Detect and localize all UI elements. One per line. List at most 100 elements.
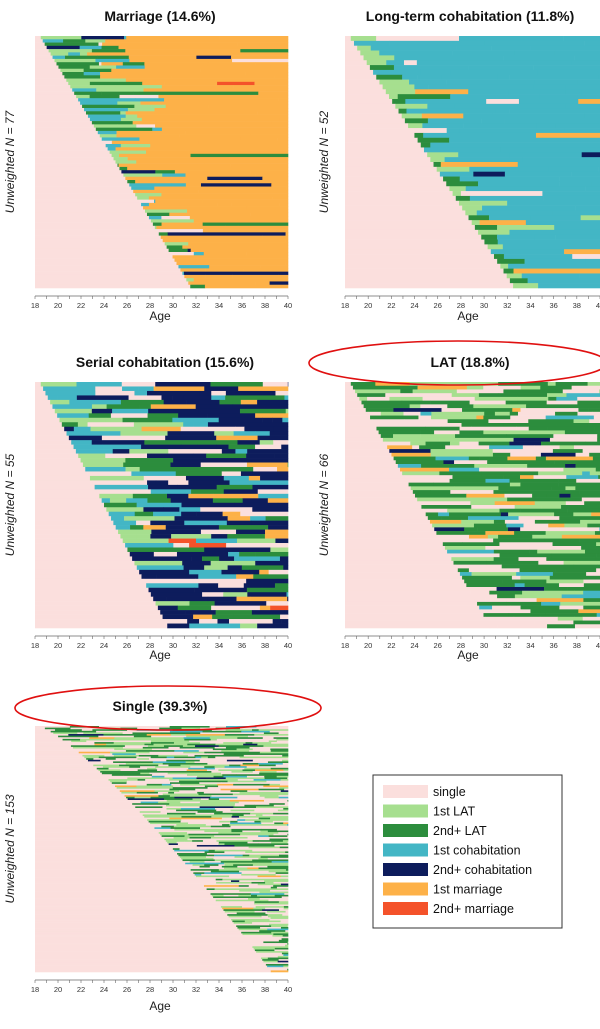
seq-segment-single bbox=[276, 798, 289, 801]
seq-segment-lat2 bbox=[397, 94, 451, 100]
seq-segment-lat2 bbox=[481, 234, 498, 240]
seq-segment-cohab1 bbox=[489, 215, 532, 221]
seq-segment-lat2 bbox=[481, 471, 530, 476]
seq-segment-mar1 bbox=[238, 386, 289, 392]
seq-segment-single bbox=[35, 417, 60, 423]
seq-segment-single bbox=[35, 898, 215, 900]
seq-segment-cohab2 bbox=[166, 596, 209, 602]
seq-segment-lat2 bbox=[122, 417, 173, 423]
seq-segment-cohab2 bbox=[204, 547, 225, 553]
x-tick-label: 20 bbox=[54, 985, 62, 994]
seq-segment-single bbox=[35, 931, 242, 934]
seq-segment-mar1 bbox=[429, 519, 462, 524]
seq-segment-mar1 bbox=[111, 68, 201, 73]
seq-segment-lat2 bbox=[268, 835, 288, 838]
seq-segment-lat1 bbox=[82, 462, 124, 468]
seq-segment-lat1 bbox=[106, 507, 144, 513]
seq-segment-single bbox=[35, 817, 146, 820]
seq-segment-single bbox=[35, 72, 63, 76]
seq-segment-single bbox=[35, 782, 113, 785]
seq-segment-single bbox=[137, 727, 160, 730]
seq-segment-lat1 bbox=[211, 816, 232, 818]
seq-segment-lat1 bbox=[147, 819, 182, 822]
seq-segment-single bbox=[35, 386, 44, 392]
seq-segment-single bbox=[566, 527, 600, 532]
seq-segment-lat2 bbox=[259, 772, 289, 775]
seq-segment-cohab1 bbox=[584, 113, 600, 119]
x-tick-label: 28 bbox=[146, 985, 154, 994]
seq-segment-single bbox=[106, 777, 128, 780]
x-tick-label: 40 bbox=[596, 641, 600, 650]
seq-segment-single bbox=[35, 933, 243, 936]
seq-segment-mar1 bbox=[237, 219, 289, 223]
seq-segment-single bbox=[35, 440, 72, 445]
seq-segment-lat1 bbox=[220, 906, 243, 908]
seq-segment-lat2 bbox=[212, 748, 237, 751]
seq-segment-cohab1 bbox=[69, 399, 122, 405]
seq-segment-single bbox=[183, 861, 191, 863]
seq-segment-cohab2 bbox=[76, 395, 129, 401]
seq-segment-cohab2 bbox=[203, 458, 246, 463]
seq-segment-cohab2 bbox=[262, 909, 280, 912]
seq-segment-cohab2 bbox=[139, 569, 190, 575]
seq-segment-single bbox=[575, 452, 590, 457]
seq-segment-lat2 bbox=[501, 564, 525, 569]
seq-segment-lat1 bbox=[580, 519, 600, 524]
seq-segment-lat2 bbox=[258, 843, 289, 846]
seq-segment-cohab2 bbox=[81, 36, 125, 40]
seq-segment-single bbox=[35, 811, 141, 814]
seq-segment-single bbox=[224, 883, 259, 886]
seq-segment-mar1 bbox=[135, 180, 233, 184]
seq-segment-single bbox=[345, 546, 446, 551]
seq-segment-mar1 bbox=[286, 127, 289, 132]
seq-segment-lat1 bbox=[483, 430, 537, 435]
seq-segment-single bbox=[35, 880, 201, 883]
seq-segment-single bbox=[210, 841, 220, 844]
seq-segment-cohab1 bbox=[107, 147, 116, 151]
seq-segment-cohab2 bbox=[287, 596, 289, 602]
seq-segment-lat2 bbox=[253, 574, 289, 580]
seq-segment-single bbox=[345, 516, 429, 521]
seq-segment-single bbox=[152, 774, 161, 777]
seq-segment-single bbox=[345, 467, 401, 472]
seq-segment-single bbox=[35, 822, 151, 825]
seq-segment-lat2 bbox=[514, 531, 546, 536]
seq-segment-lat2 bbox=[254, 949, 275, 952]
seq-segment-mar1 bbox=[578, 99, 600, 105]
seq-segment-cohab1 bbox=[258, 493, 289, 499]
seq-segment-lat2 bbox=[152, 222, 162, 227]
seq-segment-lat1 bbox=[109, 498, 127, 504]
seq-segment-lat1 bbox=[271, 841, 288, 844]
seq-segment-single bbox=[35, 623, 168, 629]
x-tick-label: 28 bbox=[457, 641, 465, 650]
seq-segment-lat2 bbox=[148, 820, 181, 823]
seq-segment-lat1 bbox=[210, 738, 218, 741]
seq-segment-single bbox=[345, 60, 367, 66]
seq-segment-lat2 bbox=[44, 727, 71, 730]
seq-segment-lat2 bbox=[267, 957, 289, 960]
seq-segment-lat2 bbox=[221, 865, 238, 868]
seq-segment-single bbox=[35, 832, 160, 835]
seq-segment-lat2 bbox=[267, 761, 289, 764]
seq-segment-cohab1 bbox=[581, 89, 600, 95]
seq-segment-single bbox=[229, 758, 262, 761]
seq-segment-single bbox=[35, 759, 89, 762]
seq-segment-cohab1 bbox=[585, 186, 600, 192]
seq-segment-cohab1 bbox=[42, 39, 64, 43]
seq-segment-lat2 bbox=[466, 583, 516, 588]
seq-segment-single bbox=[151, 759, 167, 762]
seq-segment-lat2 bbox=[439, 464, 475, 469]
seq-segment-single bbox=[345, 478, 407, 483]
seq-segment-lat2 bbox=[74, 91, 102, 96]
seq-segment-single bbox=[468, 587, 497, 592]
x-tick-label: 32 bbox=[503, 641, 511, 650]
seq-segment-cohab2 bbox=[249, 569, 260, 575]
seq-segment-lat1 bbox=[205, 799, 231, 802]
seq-segment-lat1 bbox=[471, 572, 517, 577]
seq-segment-single bbox=[136, 756, 151, 759]
seq-segment-lat2 bbox=[56, 62, 100, 66]
x-tick-label: 32 bbox=[192, 641, 200, 650]
seq-segment-lat2 bbox=[206, 453, 247, 459]
seq-segment-lat1 bbox=[252, 946, 262, 949]
